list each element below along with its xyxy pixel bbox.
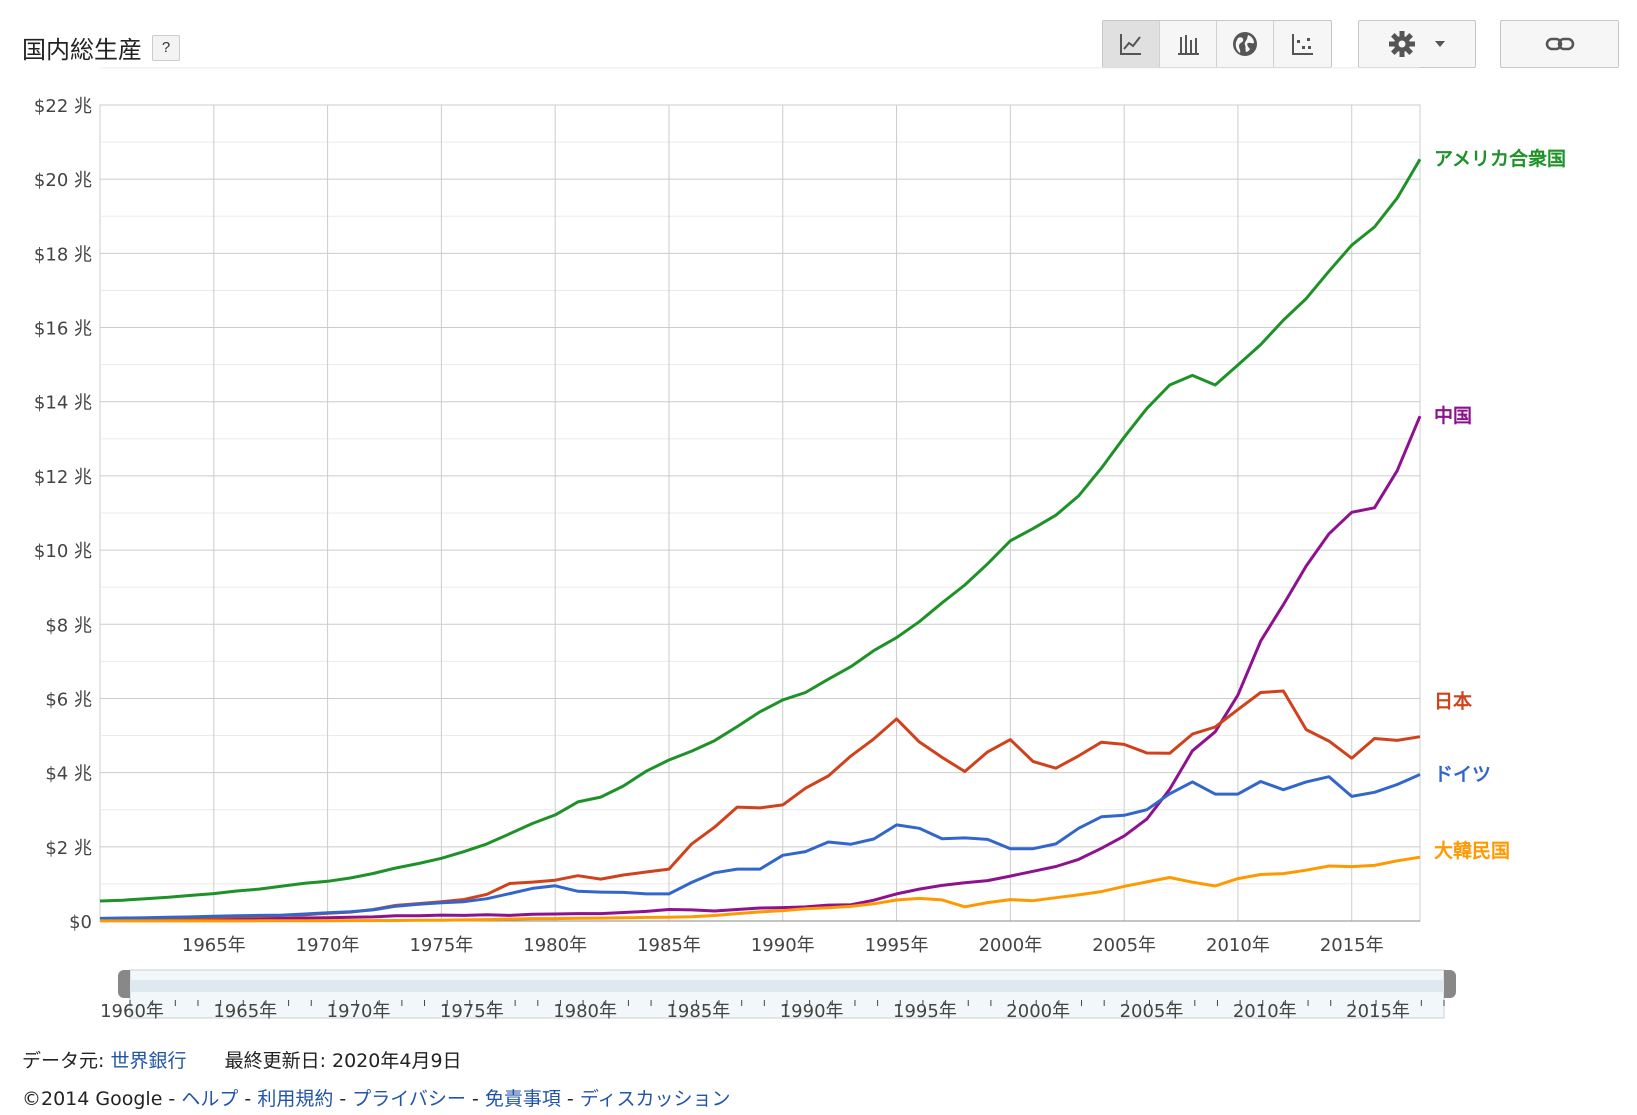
bar-chart-icon xyxy=(1178,35,1199,55)
range-tick-label: 2010年 xyxy=(1233,1001,1297,1022)
y-tick-label: $14 兆 xyxy=(34,393,92,414)
range-tick-label: 1970年 xyxy=(327,1001,391,1022)
series-label: 日本 xyxy=(1434,690,1472,713)
last-updated: 最終更新日: 2020年4月9日 xyxy=(224,1050,462,1072)
x-tick-label: 2015年 xyxy=(1320,935,1384,956)
y-tick-label: $8 兆 xyxy=(45,615,92,636)
separator: - xyxy=(339,1088,347,1110)
x-tick-label: 2010年 xyxy=(1206,935,1270,956)
y-tick-label: $10 兆 xyxy=(34,541,92,562)
series-line xyxy=(100,855,1421,923)
privacy-link[interactable]: プライバシー xyxy=(352,1088,466,1110)
x-tick-label: 2005年 xyxy=(1092,935,1156,956)
copyright: ©2014 Google - xyxy=(22,1088,176,1110)
map-chart-button[interactable] xyxy=(1217,21,1274,67)
range-tick-label: 1990年 xyxy=(780,1001,844,1022)
range-selector-track xyxy=(129,969,1445,1019)
x-tick-label: 2000年 xyxy=(978,935,1042,956)
series-line xyxy=(99,158,1422,903)
discussion-link[interactable]: ディスカッション xyxy=(579,1088,731,1110)
x-tick-label: 1990年 xyxy=(751,935,815,956)
x-tick-label: 1970年 xyxy=(296,935,360,956)
x-tick-label: 1975年 xyxy=(409,935,473,956)
y-tick-label: $18 兆 xyxy=(34,244,92,265)
separator: - xyxy=(471,1088,479,1110)
link-button[interactable] xyxy=(1500,20,1619,68)
y-tick-label: $4 兆 xyxy=(45,764,92,785)
series-label: アメリカ合衆国 xyxy=(1434,147,1566,170)
series-label: 大韓民国 xyxy=(1434,839,1510,862)
separator: - xyxy=(566,1088,574,1110)
x-tick-label: 1995年 xyxy=(865,935,929,956)
chart-type-toolbar xyxy=(1102,20,1332,68)
series-label: 中国 xyxy=(1434,404,1472,427)
separator: - xyxy=(244,1088,252,1110)
title-row: 国内総生産 ? xyxy=(22,30,180,65)
series-label: ドイツ xyxy=(1434,763,1491,785)
x-tick-label: 1980年 xyxy=(523,935,587,956)
x-tick-label: 1965年 xyxy=(182,935,246,956)
y-tick-label: $22 兆 xyxy=(34,96,92,117)
range-tick-label: 2000年 xyxy=(1006,1001,1070,1022)
range-tick-label: 1980年 xyxy=(553,1001,617,1022)
gear-icon xyxy=(1389,31,1415,57)
range-handle-left xyxy=(118,970,130,998)
footer-links: ©2014 Google - ヘルプ - 利用規約 - プライバシー - 免責事… xyxy=(22,1084,731,1111)
range-selector-band xyxy=(130,980,1444,992)
globe-icon xyxy=(1233,32,1257,56)
range-tick-label: 1975年 xyxy=(440,1001,504,1022)
y-tick-label: $0 xyxy=(69,912,92,933)
range-tick-label: 1960年 xyxy=(100,1001,164,1022)
data-source-line: データ元: 世界銀行 最終更新日: 2020年4月9日 xyxy=(22,1046,462,1073)
line-chart-button[interactable] xyxy=(1103,21,1160,67)
y-tick-label: $12 兆 xyxy=(34,467,92,488)
disclaimer-link[interactable]: 免責事項 xyxy=(484,1088,561,1110)
y-tick-label: $6 兆 xyxy=(45,689,92,710)
range-handle-right xyxy=(1444,970,1456,998)
help-button[interactable]: ? xyxy=(152,34,180,61)
source-label: データ元: xyxy=(22,1050,105,1072)
scatter-chart-icon xyxy=(1291,34,1313,55)
chevron-down-icon xyxy=(1435,41,1445,47)
range-tick-label: 2005年 xyxy=(1120,1001,1184,1022)
source-link[interactable]: 世界銀行 xyxy=(110,1050,187,1072)
range-tick-label: 1965年 xyxy=(213,1001,277,1022)
bar-chart-button[interactable] xyxy=(1160,21,1217,67)
link-icon xyxy=(1545,37,1574,51)
scatter-chart-button[interactable] xyxy=(1274,21,1331,67)
range-tick-label: 1995年 xyxy=(893,1001,957,1022)
gdp-line-chart: $0 $2 兆 $4 兆 $6 兆 $8 兆 $10 兆 $12 兆 $14 兆 $16 兆 $1… xyxy=(34,67,1566,1022)
range-tick-label: 1985年 xyxy=(666,1001,730,1022)
terms-link[interactable]: 利用規約 xyxy=(257,1088,334,1110)
series-line xyxy=(99,773,1421,920)
page-title: 国内総生産 xyxy=(22,36,142,64)
series-line xyxy=(99,415,1422,921)
help-link[interactable]: ヘルプ xyxy=(181,1088,239,1110)
y-tick-label: $2 兆 xyxy=(45,838,92,859)
x-tick-label: 1985年 xyxy=(637,935,701,956)
y-tick-label: $20 兆 xyxy=(34,170,92,191)
line-chart-icon xyxy=(1120,34,1141,55)
y-tick-label: $16 兆 xyxy=(34,319,92,340)
range-tick-label: 2015年 xyxy=(1346,1001,1410,1022)
